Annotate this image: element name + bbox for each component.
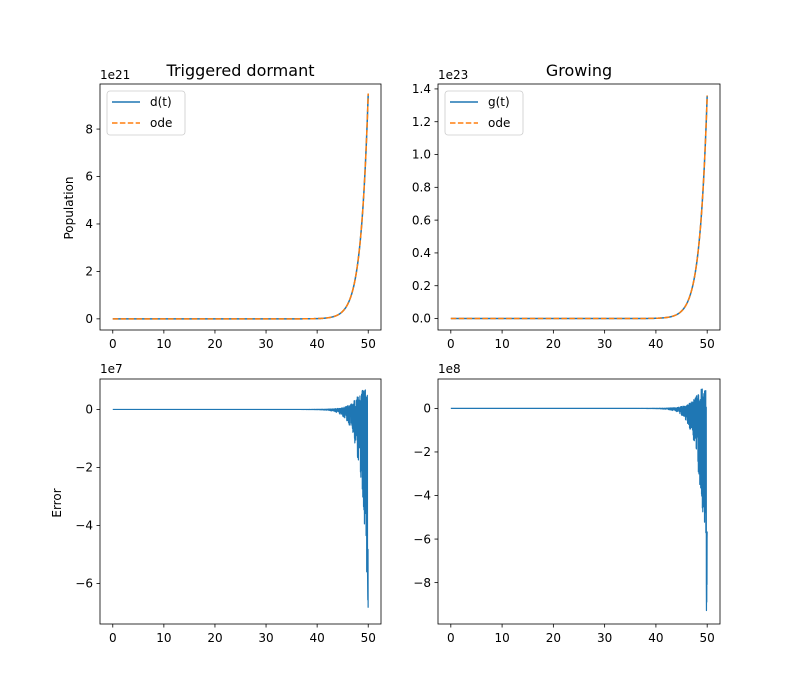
x-tick-label: 20 — [546, 337, 561, 351]
y-tick-label: 0.0 — [412, 312, 431, 326]
x-tick-label: 10 — [494, 631, 509, 645]
y-offset-label: 1e8 — [438, 362, 461, 376]
x-tick-label: 50 — [700, 337, 715, 351]
y-tick-label: 1.0 — [412, 148, 431, 162]
y-tick-label: 1.2 — [412, 115, 431, 129]
y-tick-label: 0 — [85, 403, 93, 417]
panel-error-dormant: 1e7 Error 0 10 20 30 40 50 0 −2 −4 −6 — [50, 362, 382, 645]
panel-title: Growing — [546, 61, 612, 80]
y-tick-label: 0.2 — [412, 279, 431, 293]
plot-frame — [437, 378, 721, 625]
x-tick-label: 40 — [648, 631, 663, 645]
x-tick-label: 50 — [700, 631, 715, 645]
y-tick-label: 8 — [85, 122, 93, 136]
y-tick-label: 4 — [85, 217, 93, 231]
error-series-line — [450, 388, 708, 612]
x-tick-label: 10 — [156, 631, 171, 645]
y-tick-label: −4 — [413, 489, 431, 503]
series-line-ode — [112, 93, 369, 320]
legend-label-gt: g(t) — [488, 95, 510, 109]
plot-frame — [99, 83, 382, 331]
panel-title: Triggered dormant — [166, 61, 315, 80]
panel-triggered-dormant: Triggered dormant 1e21 Population 0 10 20 3… — [62, 61, 382, 351]
x-tick-label: 50 — [361, 337, 376, 351]
y-tick-label: 0 — [85, 312, 93, 326]
y-tick-label: −4 — [75, 519, 93, 533]
legend-label-ode: ode — [150, 116, 172, 130]
y-offset-label: 1e21 — [100, 68, 130, 82]
panel-error-growing: 1e8 0 10 20 30 40 50 0 −2 −4 −6 −8 — [413, 362, 721, 645]
x-tick-label: 0 — [109, 631, 117, 645]
y-tick-label: −6 — [75, 577, 93, 591]
y-offset-label: 1e23 — [438, 68, 468, 82]
plot-frame — [99, 378, 382, 625]
legend: d(t) ode — [106, 90, 186, 136]
legend: g(t) ode — [444, 90, 524, 136]
y-offset-label: 1e7 — [100, 362, 123, 376]
y-tick-label: 0.6 — [412, 213, 431, 227]
x-tick-label: 30 — [258, 631, 273, 645]
y-axis-label: Error — [50, 488, 64, 517]
x-tick-label: 0 — [447, 631, 455, 645]
x-tick-label: 10 — [494, 337, 509, 351]
y-tick-label: −6 — [413, 532, 431, 546]
x-tick-label: 30 — [597, 337, 612, 351]
x-tick-label: 20 — [207, 631, 222, 645]
x-tick-label: 10 — [156, 337, 171, 351]
x-tick-label: 20 — [207, 337, 222, 351]
y-tick-label: 0.4 — [412, 246, 431, 260]
y-axis-label: Population — [62, 176, 76, 239]
legend-label-ode: ode — [488, 116, 510, 130]
x-tick-label: 20 — [546, 631, 561, 645]
x-tick-label: 0 — [109, 337, 117, 351]
y-tick-label: −2 — [75, 461, 93, 475]
y-tick-label: 1.4 — [412, 82, 431, 96]
x-tick-label: 0 — [447, 337, 455, 351]
y-tick-label: 6 — [85, 170, 93, 184]
y-tick-label: 0.8 — [412, 181, 431, 195]
y-tick-label: 2 — [85, 265, 93, 279]
y-tick-label: −2 — [413, 445, 431, 459]
x-tick-label: 30 — [258, 337, 273, 351]
x-tick-label: 40 — [648, 337, 663, 351]
x-tick-label: 50 — [361, 631, 376, 645]
plot-frame — [437, 83, 721, 331]
x-tick-label: 30 — [597, 631, 612, 645]
x-tick-label: 40 — [309, 631, 324, 645]
error-series-line — [112, 389, 369, 608]
x-tick-label: 40 — [309, 337, 324, 351]
y-tick-label: −8 — [413, 576, 431, 590]
y-tick-label: 0 — [423, 402, 431, 416]
panel-growing: Growing 1e23 0 10 20 30 40 50 0.0 0.2 0.4 0.6 0.8 1… — [412, 61, 721, 351]
legend-label-dt: d(t) — [150, 95, 172, 109]
series-line-ode — [450, 95, 708, 320]
